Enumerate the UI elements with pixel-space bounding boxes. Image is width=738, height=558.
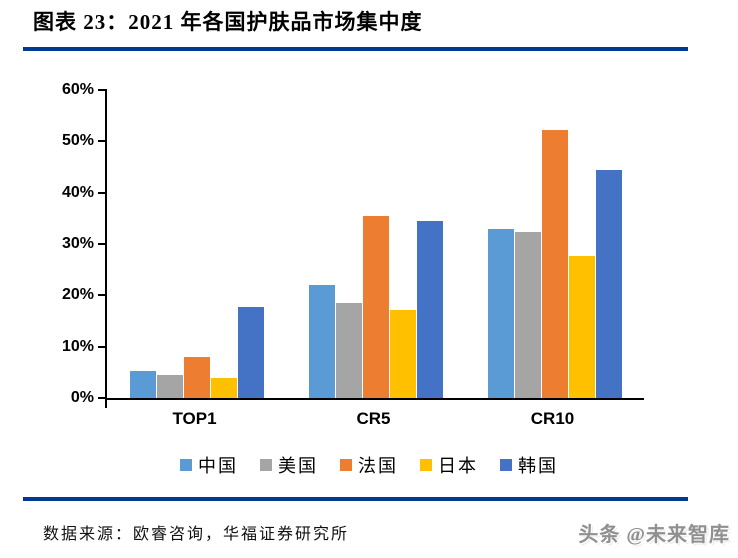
y-axis-tick-label: 0% — [70, 389, 94, 406]
bar-france-top1 — [183, 356, 210, 398]
bar-group-cr10 — [487, 90, 622, 398]
x-axis-label-cr5: CR5 — [356, 409, 391, 428]
bar-korea-cr5 — [416, 221, 443, 398]
y-axis-tick-label: 40% — [61, 183, 94, 201]
watermark-text: 头条 @未来智库 — [578, 524, 730, 546]
x-axis-labels: TOP1 CR5 CR10 — [105, 409, 642, 429]
legend-item-france: 法国 — [340, 452, 398, 478]
legend-label: 法国 — [358, 456, 398, 476]
x-axis-label-top1: TOP1 — [172, 409, 217, 428]
bar-china-cr10 — [487, 228, 514, 398]
legend-label: 韩国 — [518, 456, 558, 476]
legend-swatch-icon — [180, 459, 192, 471]
legend-item-usa: 美国 — [260, 452, 318, 478]
y-axis-tick-label: 60% — [61, 81, 94, 98]
y-axis-tick-label: 10% — [61, 337, 94, 355]
bar-japan-cr10 — [568, 256, 595, 398]
legend-label: 中国 — [198, 456, 238, 476]
bar-france-cr5 — [362, 215, 389, 398]
legend-item-japan: 日本 — [420, 452, 478, 478]
bar-japan-cr5 — [389, 309, 416, 398]
y-axis-tick-label: 20% — [61, 286, 94, 304]
footer-divider — [23, 497, 688, 501]
legend-label: 日本 — [438, 456, 478, 476]
y-axis-tick — [98, 294, 107, 297]
plot-area: 0% 10% 20% 30% 40% 50% 60% — [62, 81, 644, 408]
y-axis-tick — [98, 397, 107, 399]
bar-china-top1 — [129, 370, 156, 398]
y-axis-tick — [98, 89, 107, 91]
bar-group-top1 — [129, 90, 264, 398]
legend-item-china: 中国 — [180, 452, 238, 478]
legend: 中国 美国 法国 日本 韩国 — [0, 452, 738, 478]
bar-japan-top1 — [210, 378, 237, 398]
y-axis-tick-label: 50% — [61, 132, 94, 150]
y-axis-foot-tick — [105, 400, 107, 408]
figure-title: 图表 23：2021 年各国护肤品市场集中度 — [33, 10, 423, 34]
bar-france-cr10 — [541, 130, 568, 398]
legend-item-korea: 韩国 — [500, 452, 558, 478]
y-axis-tick — [98, 140, 107, 143]
title-divider — [23, 47, 688, 51]
y-axis-tick — [98, 243, 107, 245]
legend-swatch-icon — [340, 459, 352, 471]
bar-korea-cr10 — [595, 169, 622, 398]
bar-group-cr5 — [308, 90, 443, 398]
bars-container — [107, 90, 644, 398]
legend-label: 美国 — [278, 456, 318, 476]
legend-swatch-icon — [420, 459, 432, 471]
legend-swatch-icon — [260, 459, 272, 471]
bar-usa-cr10 — [514, 231, 541, 398]
bar-china-cr5 — [308, 285, 335, 398]
bar-usa-top1 — [156, 374, 183, 398]
bar-korea-top1 — [237, 306, 264, 398]
legend-swatch-icon — [500, 459, 512, 471]
y-axis-tick — [98, 191, 107, 194]
bar-usa-cr5 — [335, 303, 362, 398]
y-axis-tick — [98, 345, 107, 348]
x-axis-label-cr10: CR10 — [530, 409, 575, 428]
data-source-text: 数据来源：欧睿咨询，华福证券研究所 — [43, 526, 350, 543]
y-axis-tick-label: 30% — [61, 235, 94, 252]
